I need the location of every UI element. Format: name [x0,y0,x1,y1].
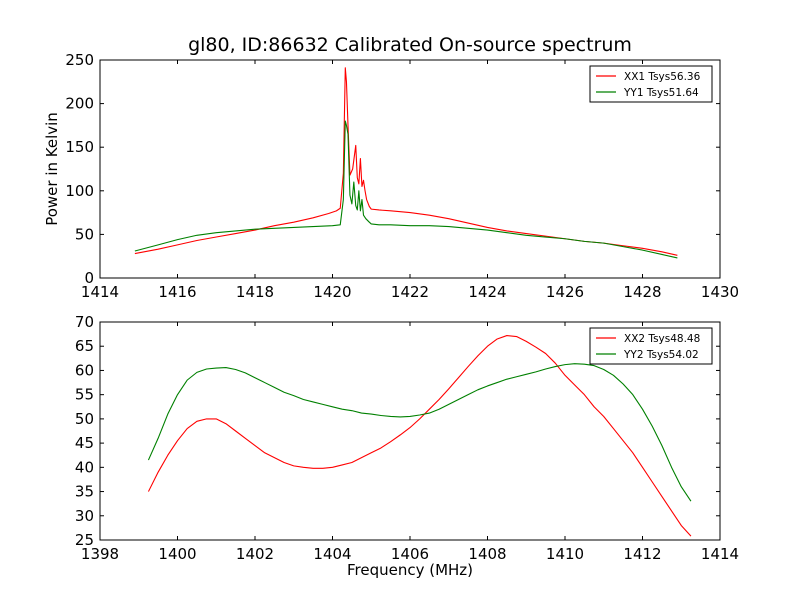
bottom-y-tick-label: 65 [75,337,94,355]
top-y-tick-label: 0 [84,269,94,287]
bottom-x-tick-label: 1402 [236,545,274,563]
bottom-x-tick-label: 1414 [701,545,739,563]
bottom-x-tick-label: 1408 [468,545,506,563]
top-series-line-1 [134,67,678,256]
bottom-y-tick-label: 30 [75,507,94,525]
bottom-y-tick-label: 55 [75,386,94,404]
bottom-y-tick-label: 60 [75,361,94,379]
top-legend-label-1: XX1 Tsys56.36 [624,71,701,83]
chart-title: gl80, ID:86632 Calibrated On-source spec… [188,34,632,56]
top-legend-label-2: YY1 Tsys51.64 [623,87,699,99]
top-y-tick-label: 150 [65,138,94,156]
bottom-x-tick-label: 1398 [81,545,119,563]
top-legend: XX1 Tsys56.36 YY1 Tsys51.64 [589,65,713,103]
bottom-x-tick-label: 1406 [391,545,429,563]
bottom-x-axis-label: Frequency (MHz) [346,561,474,579]
bottom-x-tick-label: 1410 [546,545,584,563]
top-x-tick-label: 1414 [81,283,119,301]
top-x-tick-label: 1422 [391,283,429,301]
bottom-series-line-1 [147,335,692,537]
bottom-x-tick-label: 1400 [158,545,196,563]
bottom-x-tick-label: 1412 [623,545,661,563]
bottom-legend-label-2: YY2 Tsys54.02 [623,349,699,361]
bottom-y-tick-label: 40 [75,458,94,476]
top-panel: 1414 1416 1418 1420 1422 1424 1426 1428 1430 0 50 1… [65,51,739,301]
top-x-tick-label: 1426 [546,283,584,301]
top-y-tick-label: 250 [65,51,94,69]
bottom-series-line-2 [147,363,692,502]
top-x-tick-label: 1416 [158,283,196,301]
top-y-tick-label: 200 [65,95,94,113]
bottom-legend: XX2 Tsys48.48 YY2 Tsys54.02 [589,327,713,365]
top-x-tick-label: 1430 [701,283,739,301]
bottom-y-tick-label: 50 [75,410,94,428]
top-legend-box [589,65,713,103]
bottom-y-tick-label: 35 [75,483,94,501]
top-x-tick-label: 1428 [623,283,661,301]
bottom-y-tick-label: 70 [75,313,94,331]
bottom-legend-box [589,327,713,365]
bottom-panel: 1398 1400 1402 1404 1406 1408 1410 1412 1414 25 30… [75,313,739,563]
bottom-y-tick-label: 25 [75,531,94,549]
top-x-tick-label: 1420 [313,283,351,301]
bottom-y-tick-label: 45 [75,434,94,452]
top-y-tick-label: 100 [65,182,94,200]
top-x-tick-label: 1424 [468,283,506,301]
bottom-x-tick-label: 1404 [313,545,351,563]
top-y-tick-label: 50 [75,225,94,243]
bottom-legend-label-1: XX2 Tsys48.48 [624,333,700,345]
top-series-line-2 [134,120,678,259]
top-x-tick-label: 1418 [236,283,274,301]
